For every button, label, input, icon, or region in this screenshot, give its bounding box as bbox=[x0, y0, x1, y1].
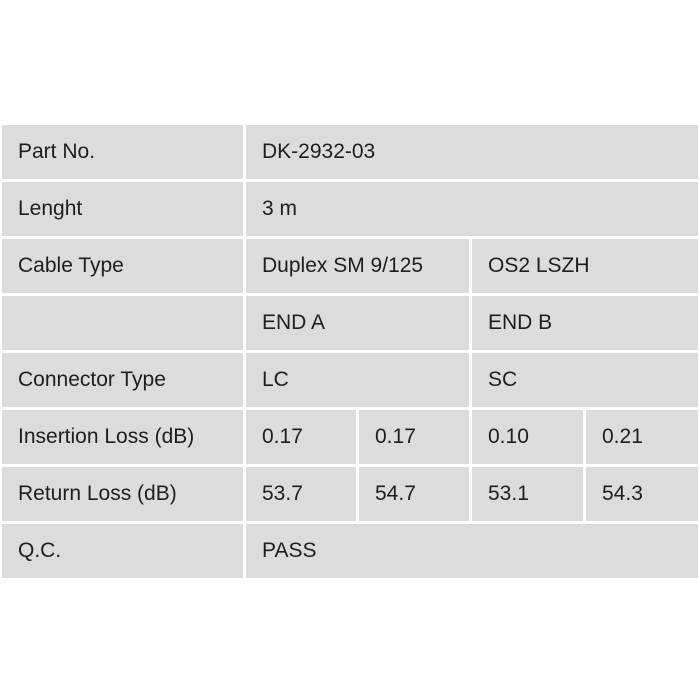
return-loss-value: 53.7 bbox=[246, 467, 356, 521]
label-insertion-loss: Insertion Loss (dB) bbox=[2, 410, 243, 464]
return-loss-value: 53.1 bbox=[472, 467, 583, 521]
value-connector-b: SC bbox=[472, 353, 698, 407]
label-length: Lenght bbox=[2, 182, 243, 236]
spec-table: Part No. DK-2932-03 Lenght 3 m Cable Typ… bbox=[2, 125, 698, 578]
insertion-loss-value: 0.17 bbox=[359, 410, 469, 464]
value-cable-type-a: Duplex SM 9/125 bbox=[246, 239, 469, 293]
value-connector-a: LC bbox=[246, 353, 469, 407]
label-ends-empty bbox=[2, 296, 243, 350]
insertion-loss-value: 0.17 bbox=[246, 410, 356, 464]
header-end-a: END A bbox=[246, 296, 469, 350]
label-part-no: Part No. bbox=[2, 125, 243, 179]
return-loss-value: 54.7 bbox=[359, 467, 469, 521]
value-length: 3 m bbox=[246, 182, 698, 236]
insertion-loss-value: 0.10 bbox=[472, 410, 583, 464]
header-end-b: END B bbox=[472, 296, 698, 350]
label-qc: Q.C. bbox=[2, 524, 243, 578]
value-qc: PASS bbox=[246, 524, 698, 578]
value-part-no: DK-2932-03 bbox=[246, 125, 698, 179]
label-return-loss: Return Loss (dB) bbox=[2, 467, 243, 521]
return-loss-value: 54.3 bbox=[586, 467, 698, 521]
label-connector-type: Connector Type bbox=[2, 353, 243, 407]
insertion-loss-value: 0.21 bbox=[586, 410, 698, 464]
value-cable-type-b: OS2 LSZH bbox=[472, 239, 698, 293]
label-cable-type: Cable Type bbox=[2, 239, 243, 293]
